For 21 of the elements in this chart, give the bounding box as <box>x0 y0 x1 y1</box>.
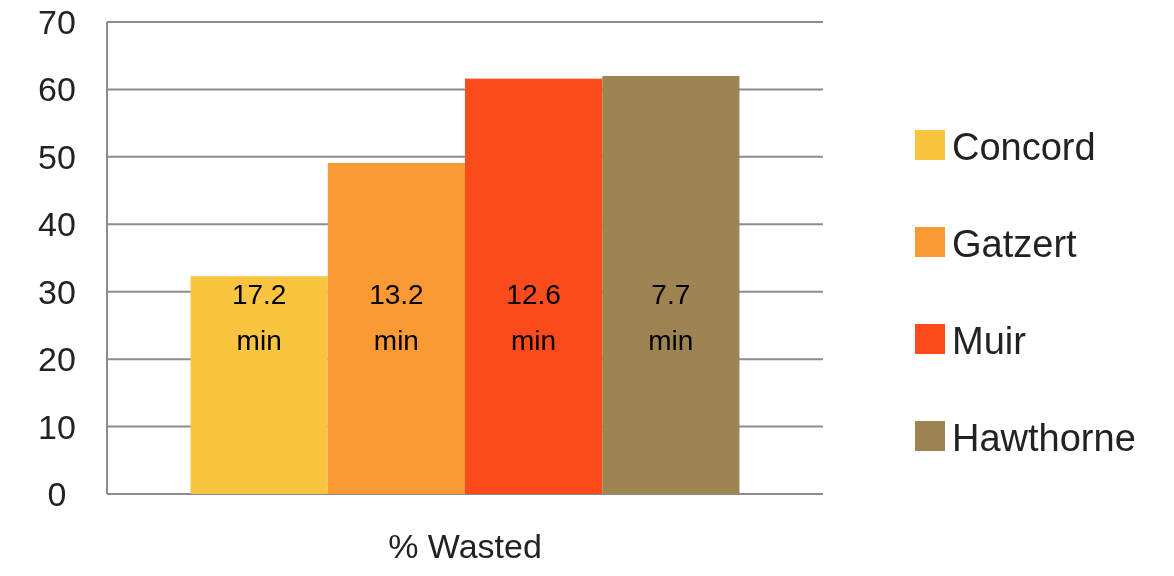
bar <box>190 276 328 494</box>
legend-label: Muir <box>952 320 1027 362</box>
y-tick-label: 70 <box>38 3 76 41</box>
bar <box>327 162 465 494</box>
annotation: 7.7 min <box>648 279 694 357</box>
x-tick-label: % Wasted <box>388 527 542 565</box>
annotation: 17.2 min <box>231 279 287 357</box>
bar <box>465 78 603 494</box>
y-tick-label: 60 <box>38 70 76 109</box>
annotation: 13.2 min <box>369 279 424 357</box>
legend-label: Concord <box>952 126 1096 168</box>
y-tick-label: 10 <box>38 407 76 446</box>
legend-label: Gatzert <box>952 223 1078 265</box>
annotation: 12.6 min <box>506 279 561 357</box>
y-tick-label: 40 <box>38 205 76 244</box>
y-tick-label: 0 <box>47 475 67 513</box>
y-tick-label: 50 <box>38 137 76 176</box>
y-tick-label: 20 <box>38 340 76 379</box>
legend-label: Hawthorne <box>952 417 1136 459</box>
bar <box>602 75 740 494</box>
y-tick-label: 30 <box>38 272 76 311</box>
